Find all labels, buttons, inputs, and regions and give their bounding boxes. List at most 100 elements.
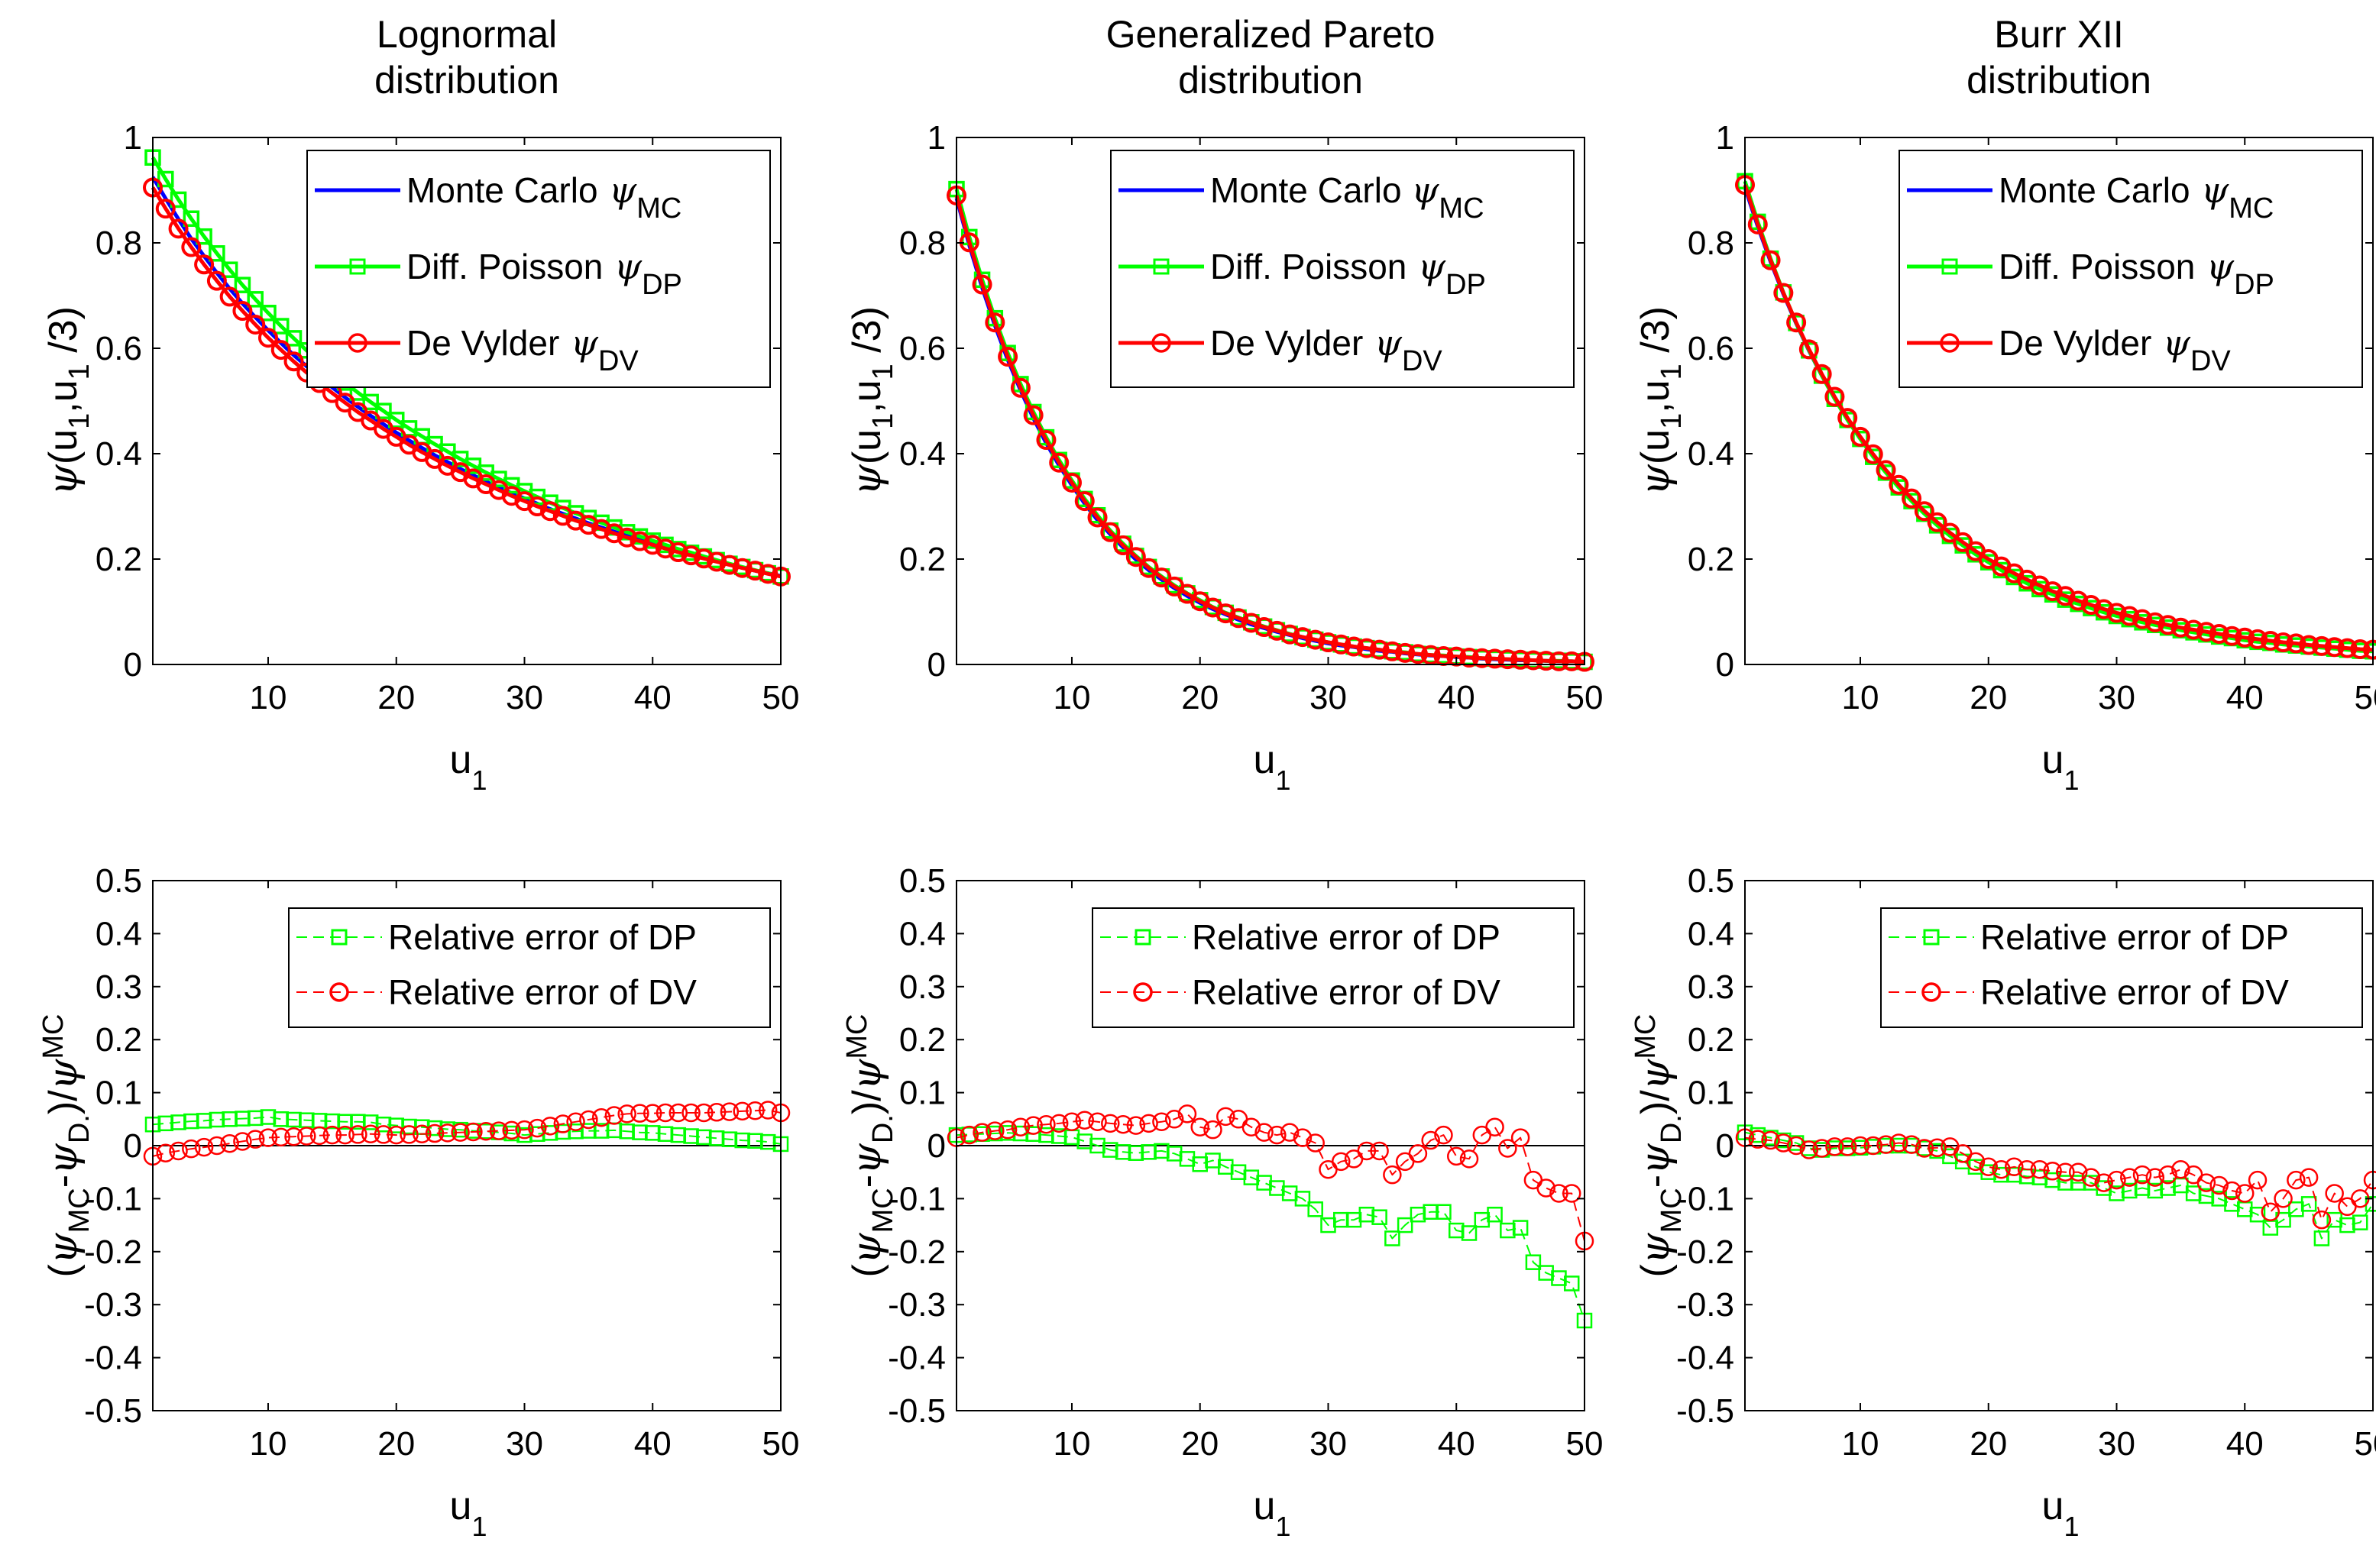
x-tick-label: 50 bbox=[1566, 1425, 1604, 1463]
chart-panel-5: 10 20 30 40 50 -0.5 -0.4 -0.3 -0.2 -0.1 0 0.1 0.2 0.3… bbox=[841, 862, 1603, 1542]
data-point bbox=[1344, 636, 1364, 657]
data-point bbox=[2106, 603, 2127, 623]
data-point bbox=[1798, 339, 1819, 360]
legend-label: Diff. Poisson ψDP bbox=[1999, 246, 2274, 301]
data-point bbox=[1203, 1120, 1222, 1140]
data-point bbox=[348, 1125, 367, 1144]
data-point bbox=[2260, 630, 2281, 651]
data-point bbox=[2043, 1162, 2062, 1181]
y-tick-label: 0.1 bbox=[899, 1075, 946, 1112]
data-point bbox=[1241, 613, 1261, 633]
data-point bbox=[1773, 283, 1794, 303]
data-point bbox=[681, 545, 701, 566]
series-line bbox=[152, 1116, 782, 1145]
data-point bbox=[1928, 1138, 1947, 1158]
data-point bbox=[1190, 1117, 1209, 1136]
data-point bbox=[2157, 615, 2178, 635]
x-tick-label: 20 bbox=[377, 1425, 415, 1463]
chart-panel-1: 10 20 30 40 50 0 0.2 0.4 0.6 0.8 1 u1 ψ(u1,u1 /3) Log… bbox=[40, 13, 799, 796]
chart-title: Generalized Pareto bbox=[1106, 13, 1436, 56]
data-point bbox=[155, 199, 176, 219]
data-point bbox=[168, 218, 189, 239]
data-point bbox=[374, 1125, 393, 1144]
data-point bbox=[2093, 599, 2114, 619]
data-point bbox=[2170, 617, 2191, 638]
data-point bbox=[960, 1125, 979, 1145]
data-point bbox=[1799, 1140, 1819, 1159]
x-tick-label: 10 bbox=[250, 1425, 287, 1463]
x-tick-label: 50 bbox=[762, 679, 800, 716]
data-point bbox=[1902, 1135, 1921, 1154]
legend-swatch-marker bbox=[1923, 929, 1940, 946]
data-point bbox=[2120, 1168, 2139, 1187]
data-point bbox=[1940, 522, 1960, 543]
data-point bbox=[232, 301, 253, 322]
legend-item: Diff. Poisson ψDP bbox=[1907, 246, 2274, 301]
series-line bbox=[1743, 184, 2374, 652]
data-point bbox=[630, 531, 650, 551]
data-point bbox=[1126, 1116, 1146, 1135]
y-tick-label: 0.5 bbox=[899, 862, 946, 900]
data-point bbox=[1459, 1149, 1479, 1169]
legend-label: Monte Carlo ψMC bbox=[1999, 170, 2274, 225]
data-point bbox=[1216, 603, 1236, 624]
plot-frame bbox=[956, 137, 1585, 665]
data-point bbox=[1497, 649, 1518, 670]
data-point bbox=[1446, 1146, 1466, 1166]
x-tick-label: 30 bbox=[1309, 679, 1347, 716]
data-point bbox=[1049, 452, 1070, 473]
data-point bbox=[514, 491, 535, 512]
data-point bbox=[2145, 612, 2165, 632]
y-tick-label: 0.3 bbox=[95, 968, 142, 1006]
y-tick-label: -0.5 bbox=[84, 1392, 142, 1430]
legend-swatch-marker bbox=[1133, 982, 1153, 1002]
legend-item: Relative error of DP bbox=[1889, 917, 2289, 957]
data-point bbox=[2274, 1189, 2293, 1208]
x-tick-label: 20 bbox=[377, 679, 415, 716]
data-point bbox=[157, 170, 174, 188]
legend-item: De Vylder ψDV bbox=[1907, 322, 2231, 377]
data-point bbox=[1318, 632, 1339, 653]
x-tick-label: 10 bbox=[250, 679, 287, 716]
data-point bbox=[1461, 1225, 1478, 1241]
data-point bbox=[973, 1123, 992, 1142]
data-point bbox=[2209, 623, 2229, 644]
data-point bbox=[985, 312, 1005, 333]
legend: Relative error of DP Relative error of DV bbox=[1880, 907, 2363, 1028]
data-point bbox=[1100, 522, 1121, 542]
data-point bbox=[972, 274, 992, 295]
data-point bbox=[1254, 617, 1274, 638]
data-point bbox=[206, 270, 227, 291]
data-point bbox=[528, 1118, 547, 1138]
data-point bbox=[2132, 1165, 2152, 1185]
x-axis-label: u1 bbox=[450, 1484, 487, 1542]
series-line bbox=[956, 1113, 1585, 1242]
data-point bbox=[604, 523, 624, 544]
data-point bbox=[2055, 586, 2076, 606]
y-tick-label: 0.6 bbox=[1688, 330, 1734, 367]
legend-item: Relative error of DP bbox=[1100, 917, 1500, 957]
y-tick-label: -0.4 bbox=[888, 1340, 946, 1377]
data-point bbox=[694, 1103, 714, 1123]
legend: Monte Carlo ψMC Diff. Poisson ψDP De Vylde… bbox=[1110, 150, 1575, 388]
data-point bbox=[2119, 606, 2140, 626]
data-point bbox=[1774, 1133, 1793, 1153]
y-tick-label: 0.4 bbox=[1688, 915, 1734, 952]
data-point bbox=[2313, 1230, 2330, 1246]
data-point bbox=[668, 542, 688, 563]
data-point bbox=[2030, 1159, 2050, 1179]
data-point bbox=[2209, 1175, 2229, 1195]
y-axis-label: ψ(u1,u1 /3) bbox=[844, 306, 899, 496]
data-point bbox=[2275, 1211, 2291, 1228]
data-point bbox=[1512, 1220, 1529, 1236]
data-point bbox=[2094, 1173, 2113, 1192]
data-point bbox=[1747, 214, 1768, 234]
series-dv bbox=[143, 177, 791, 587]
x-tick-label: 30 bbox=[2098, 679, 2135, 716]
data-point bbox=[1902, 488, 1922, 509]
data-point bbox=[1562, 651, 1582, 671]
data-point bbox=[1152, 1112, 1171, 1132]
y-tick-label: -0.3 bbox=[1676, 1286, 1734, 1324]
data-point bbox=[271, 1127, 291, 1147]
data-point bbox=[233, 1132, 252, 1151]
